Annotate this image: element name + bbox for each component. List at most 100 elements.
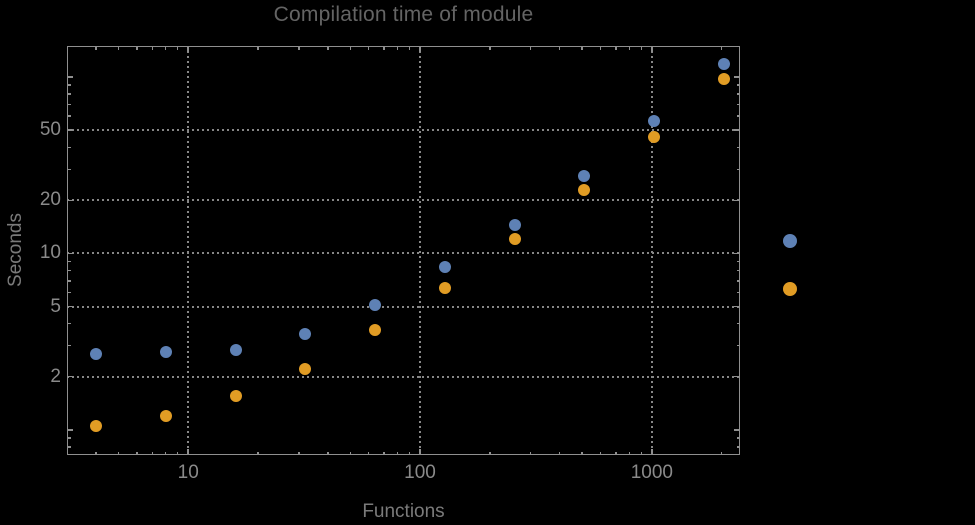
y-tick-4 bbox=[67, 322, 71, 325]
x-tick-8 bbox=[164, 46, 167, 50]
y-tick-label-50: 50 bbox=[39, 119, 61, 141]
x-tick-60 bbox=[367, 46, 370, 50]
x-tick-600 bbox=[599, 46, 602, 50]
y-tick-60 bbox=[67, 115, 71, 117]
x-tick-8 bbox=[164, 451, 167, 455]
y-tick-5 bbox=[67, 305, 73, 308]
x-tick-200 bbox=[489, 451, 491, 455]
legend-marker-series-blue bbox=[783, 234, 797, 248]
y-tick-30 bbox=[736, 168, 740, 171]
x-tick-700 bbox=[615, 46, 617, 50]
gridline-x-10 bbox=[187, 46, 190, 455]
x-tick-50 bbox=[349, 451, 351, 455]
y-tick-3 bbox=[736, 344, 740, 347]
y-tick-9 bbox=[736, 260, 740, 263]
gridline-x-100 bbox=[419, 46, 422, 455]
y-tick-10 bbox=[734, 252, 740, 255]
data-point-series-blue-x256 bbox=[508, 218, 521, 231]
y-tick-0.8 bbox=[67, 446, 71, 448]
chart-title: Compilation time of module bbox=[273, 3, 534, 26]
data-point-series-orange-x8 bbox=[159, 409, 172, 422]
x-tick-9 bbox=[176, 46, 179, 50]
y-tick-20 bbox=[734, 199, 740, 202]
x-tick-30 bbox=[298, 451, 300, 455]
x-tick-20 bbox=[257, 46, 259, 50]
y-tick-2 bbox=[734, 375, 740, 378]
y-tick-6 bbox=[736, 291, 740, 294]
x-tick-80 bbox=[396, 451, 399, 455]
x-tick-100 bbox=[419, 449, 421, 455]
y-tick-9 bbox=[67, 260, 71, 263]
data-point-series-blue-x16 bbox=[229, 343, 242, 356]
gridline-y-50 bbox=[67, 129, 740, 132]
y-tick-80 bbox=[67, 93, 71, 95]
x-tick-label-10: 10 bbox=[177, 462, 199, 483]
data-point-series-orange-x256 bbox=[508, 233, 521, 246]
x-tick-2000 bbox=[720, 46, 723, 50]
x-tick-200 bbox=[489, 46, 491, 50]
gridline-y-2 bbox=[67, 375, 740, 378]
x-tick-60 bbox=[367, 451, 370, 455]
x-tick-50 bbox=[349, 46, 351, 50]
x-tick-70 bbox=[383, 46, 385, 50]
x-tick-500 bbox=[581, 451, 583, 455]
y-tick-5 bbox=[734, 305, 740, 308]
y-tick-label-2: 2 bbox=[50, 365, 61, 387]
x-tick-4 bbox=[95, 451, 97, 455]
data-point-series-blue-x2048 bbox=[718, 57, 731, 70]
data-point-series-blue-x1024 bbox=[648, 115, 661, 128]
gridline-y-10 bbox=[67, 252, 740, 255]
y-tick-50 bbox=[734, 129, 740, 131]
data-point-series-orange-x2048 bbox=[718, 72, 731, 85]
x-tick-1000 bbox=[651, 449, 653, 455]
y-tick-70 bbox=[67, 103, 71, 106]
x-tick-600 bbox=[599, 451, 602, 455]
x-tick-900 bbox=[640, 451, 642, 455]
x-tick-label-1000: 1000 bbox=[630, 462, 673, 483]
y-tick-4 bbox=[736, 322, 740, 325]
x-tick-90 bbox=[408, 451, 411, 455]
x-tick-800 bbox=[628, 451, 631, 455]
gridline-x-1000 bbox=[650, 46, 653, 455]
x-tick-70 bbox=[383, 451, 385, 455]
data-point-series-blue-x128 bbox=[438, 260, 451, 273]
x-tick-40 bbox=[327, 46, 329, 50]
x-axis-label: Functions bbox=[362, 501, 445, 522]
x-tick-900 bbox=[640, 46, 642, 50]
data-point-series-orange-x4 bbox=[89, 420, 102, 433]
x-tick-10 bbox=[187, 46, 189, 52]
data-point-series-orange-x512 bbox=[578, 183, 591, 196]
data-point-series-orange-x128 bbox=[438, 281, 451, 294]
y-tick-7 bbox=[67, 280, 71, 282]
x-tick-6 bbox=[136, 46, 138, 50]
x-tick-1000 bbox=[651, 46, 653, 52]
data-point-series-orange-x32 bbox=[299, 363, 312, 376]
y-tick-40 bbox=[67, 146, 71, 148]
y-tick-2 bbox=[67, 375, 73, 378]
x-tick-300 bbox=[529, 451, 532, 455]
x-tick-5 bbox=[117, 46, 120, 50]
y-tick-3 bbox=[67, 344, 71, 347]
x-tick-30 bbox=[298, 46, 300, 50]
x-tick-7 bbox=[151, 46, 154, 50]
x-tick-7 bbox=[151, 451, 154, 455]
y-tick-10 bbox=[67, 252, 73, 255]
y-tick-8 bbox=[67, 269, 71, 272]
legend-marker-series-orange bbox=[783, 282, 797, 296]
y-tick-1 bbox=[67, 429, 73, 431]
x-tick-400 bbox=[558, 451, 561, 455]
x-tick-300 bbox=[529, 46, 532, 50]
x-tick-90 bbox=[408, 46, 411, 50]
x-tick-100 bbox=[419, 46, 421, 52]
y-tick-90 bbox=[736, 84, 740, 86]
data-point-series-blue-x4 bbox=[89, 347, 102, 360]
y-tick-8 bbox=[736, 269, 740, 272]
y-tick-100 bbox=[734, 76, 740, 78]
data-point-series-orange-x64 bbox=[369, 323, 382, 336]
x-tick-5 bbox=[117, 451, 120, 455]
x-tick-label-100: 100 bbox=[404, 462, 436, 483]
y-tick-0.9 bbox=[67, 437, 71, 439]
gridline-y-20 bbox=[67, 199, 740, 202]
y-tick-0.8 bbox=[736, 446, 740, 448]
gridline-y-5 bbox=[67, 305, 740, 308]
